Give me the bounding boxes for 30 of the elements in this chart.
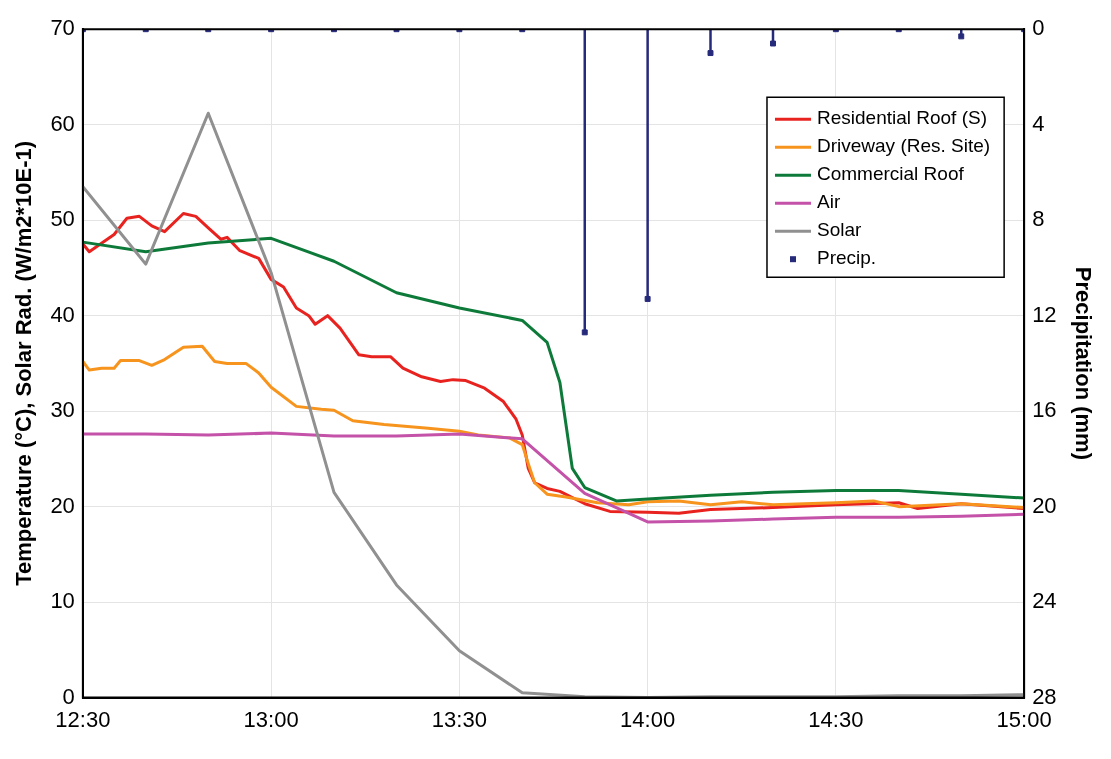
y2-tick-label: 16: [1032, 397, 1057, 423]
y-tick-label: 10: [50, 588, 75, 614]
legend-label: Solar: [816, 219, 863, 241]
legend-label: Commercial Roof: [816, 163, 965, 185]
x-tick-label: 12:30: [55, 706, 111, 732]
y-tick-label: 60: [50, 110, 75, 136]
y2-tick-label: 0: [1032, 15, 1045, 41]
x-tick-label: 15:00: [996, 706, 1052, 732]
y2-tick-label: 4: [1032, 110, 1045, 136]
legend-label: Driveway (Res. Site): [816, 135, 991, 157]
y-tick-label: 0: [62, 683, 75, 709]
y2-tick-label: 8: [1032, 206, 1045, 232]
legend-label: Residential Roof (S): [816, 107, 988, 129]
y-axis-title: Temperature (°C), Solar Rad. (W/m2*10E-1): [11, 140, 37, 586]
y2-axis-title: Precipitation (mm): [1070, 266, 1096, 460]
y2-tick-label: 28: [1032, 683, 1057, 709]
y-tick-label: 30: [50, 397, 75, 423]
y-tick-label: 50: [50, 206, 75, 232]
y-tick-label: 20: [50, 492, 75, 518]
legend-label: Precip.: [816, 247, 877, 269]
legend-label: Air: [816, 191, 841, 213]
x-tick-label: 13:00: [243, 706, 299, 732]
x-tick-label: 13:30: [431, 706, 487, 732]
y2-tick-label: 12: [1032, 301, 1057, 327]
y2-tick-label: 24: [1032, 588, 1057, 614]
x-tick-label: 14:00: [620, 706, 676, 732]
x-tick-label: 14:30: [808, 706, 864, 732]
y-tick-label: 70: [50, 15, 75, 41]
y2-tick-label: 20: [1032, 492, 1057, 518]
y-tick-label: 40: [50, 301, 75, 327]
